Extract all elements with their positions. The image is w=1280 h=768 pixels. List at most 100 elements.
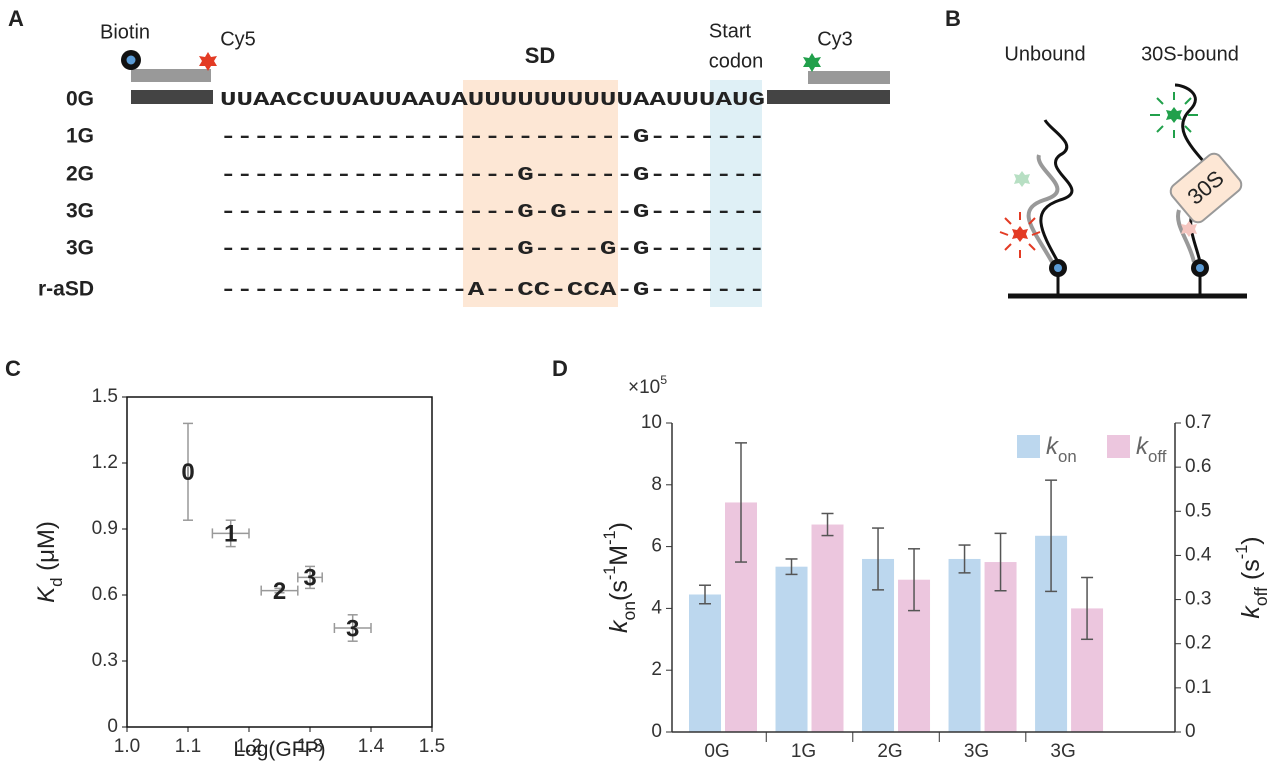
x-tick-label: 1G (791, 741, 816, 762)
legend-swatch (1017, 435, 1040, 458)
text-part: (s (605, 580, 633, 601)
y-tick-label: 0.3 (92, 650, 118, 671)
sequence: ---------------A--CC-CCA-G------- (220, 279, 765, 301)
row-name: 2G (66, 163, 94, 186)
y2-tick-label: 0 (1185, 721, 1196, 742)
cy5-dye (1012, 226, 1028, 242)
sequence: ------------------G-G----G------- (220, 201, 765, 223)
text-part: (s (1237, 559, 1265, 587)
axis-multiplier: ×105 (628, 373, 667, 398)
panel-letter: A (8, 6, 24, 31)
y-tick-label: 1.2 (92, 452, 118, 473)
bar (689, 594, 721, 732)
x-tick-label: 3G (1050, 741, 1075, 762)
bar (811, 524, 844, 732)
x-tick-label: 1.5 (419, 736, 445, 757)
point-label: 3 (303, 565, 316, 592)
text-part: off (1148, 447, 1167, 466)
biotin-core (126, 55, 136, 65)
y2-tick-label: 0.2 (1185, 633, 1211, 654)
bar (775, 566, 808, 732)
panel-letter: C (5, 356, 21, 381)
y-tick-label: 0 (107, 716, 118, 737)
y-tick-label: 1.5 (92, 386, 118, 407)
probe-strand (808, 71, 890, 84)
y-axis-label: kon(s-1M-1) (601, 522, 638, 633)
sd-region (463, 80, 618, 307)
label: codon (709, 50, 764, 72)
x-tick-label: 1.0 (114, 736, 140, 757)
cy5-dye (199, 52, 217, 71)
x-tick-label: 2G (877, 741, 902, 762)
text-part: 5 (660, 373, 667, 387)
legend-swatch (1107, 435, 1130, 458)
probe (1026, 154, 1060, 263)
text-part: -1 (601, 566, 619, 580)
y-tick-label: 8 (651, 474, 662, 495)
label: Cy3 (817, 28, 853, 50)
y-tick-label: 0.9 (92, 518, 118, 539)
biotin-core (1196, 264, 1204, 272)
text-part: -1 (1233, 545, 1251, 559)
y-tick-label: 10 (641, 412, 662, 433)
text-part: ) (605, 522, 633, 530)
sequence: ------------------G----G-G------- (220, 238, 765, 260)
emission (999, 212, 1041, 258)
cy5-dye (1181, 221, 1197, 237)
text-part: k (1136, 433, 1150, 460)
y2-tick-label: 0.3 (1185, 589, 1211, 610)
probe-strand (767, 90, 890, 104)
y2-tick-label: 0.4 (1185, 544, 1212, 565)
text-part: ) (1237, 536, 1265, 544)
text-part: K (33, 586, 60, 603)
text-part: ×10 (628, 377, 660, 398)
sequence: ------------------G------G------- (220, 164, 765, 186)
text-part: k (605, 619, 633, 633)
mrna (1039, 119, 1074, 263)
sequence: -------------------------G------- (220, 126, 765, 148)
text-part: k (1237, 605, 1265, 619)
text-part: Log(GFP) (233, 738, 325, 761)
y-tick-label: 0 (651, 721, 662, 742)
text-part: -1 (601, 530, 619, 544)
y-axis-label: Kd (μM) (33, 521, 66, 603)
label: Cy5 (220, 28, 256, 50)
text-part: d (47, 578, 66, 587)
legend-label: kon (1046, 433, 1077, 466)
row-name: 0G (66, 88, 94, 111)
x-tick-label: 1.1 (175, 736, 201, 757)
row-name: r-aSD (38, 278, 94, 301)
text-part: k (1046, 433, 1060, 460)
label: Start (709, 20, 752, 42)
label: Biotin (100, 21, 150, 43)
x-tick-label: 1.2 (236, 736, 262, 757)
label: 30S-bound (1141, 43, 1239, 65)
panel-letter: B (945, 6, 961, 31)
sequence: UUAACCUUAUUAAUAUUUUUUUUUUAAUUUAUG (220, 89, 765, 111)
text-part: on (619, 601, 639, 620)
y-tick-label: 4 (651, 597, 662, 618)
y2-tick-label: 0.6 (1185, 456, 1211, 477)
x-tick-label: 0G (704, 741, 729, 762)
emission (1150, 92, 1198, 138)
legend-label: koff (1136, 433, 1167, 466)
biotin-core (1054, 264, 1062, 272)
point-label: 3 (346, 615, 359, 642)
x-tick-label: 1.3 (297, 736, 323, 757)
probe-strand (131, 69, 211, 82)
row-name: 1G (66, 125, 94, 148)
point-label: 2 (273, 578, 286, 605)
y-tick-label: 2 (651, 659, 662, 680)
y2-tick-label: 0.5 (1185, 500, 1211, 521)
plot-frame (126, 396, 433, 728)
y-tick-label: 6 (651, 536, 662, 557)
cy3-dye (1014, 171, 1030, 187)
probe-strand (131, 90, 213, 104)
x-tick-label: 1.4 (358, 736, 385, 757)
y-tick-label: 0.6 (92, 584, 118, 605)
bar (948, 558, 981, 732)
y2-axis-label: koff (s-1) (1233, 536, 1270, 618)
text-part: on (1058, 447, 1077, 466)
point-label: 1 (224, 521, 237, 548)
